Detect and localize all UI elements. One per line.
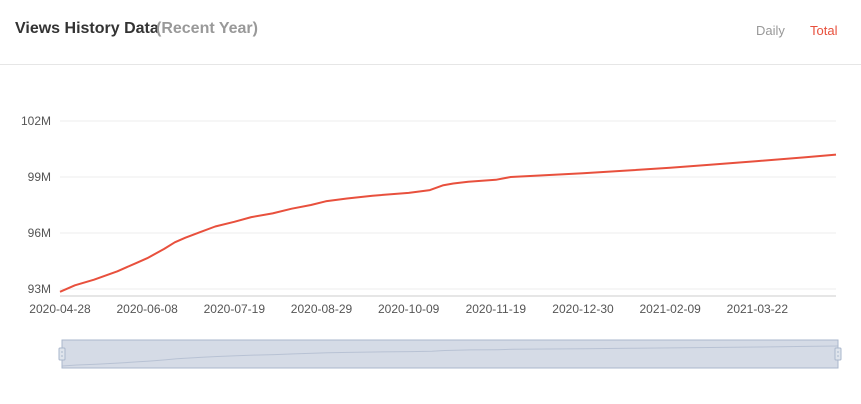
chart-subtitle: (Recent Year) (156, 20, 258, 37)
x-tick-label: 2020-11-19 (466, 302, 527, 316)
grid-lines (60, 120, 836, 290)
slider-handle-left[interactable] (58, 340, 66, 368)
y-axis-labels: 93M 96M 99M 102M (21, 114, 51, 296)
slider-grip[interactable] (58, 347, 66, 361)
views-total-line (59, 153, 837, 293)
x-tick-label: 2020-10-09 (378, 302, 440, 316)
slider-preview-line (61, 345, 839, 367)
chart-title: Views History Data (15, 20, 159, 37)
x-tick-label: 2020-06-08 (116, 302, 178, 316)
y-tick-label: 99M (28, 170, 51, 184)
x-tick-label: 2021-02-09 (639, 302, 701, 316)
tab-total[interactable]: Total (810, 23, 838, 38)
y-tick-label: 96M (28, 226, 51, 240)
slider-track (61, 339, 839, 369)
slider-handle-right[interactable] (834, 340, 842, 368)
x-tick-label: 2020-08-29 (291, 302, 353, 316)
y-tick-label: 102M (21, 114, 51, 128)
slider-grip[interactable] (834, 347, 842, 361)
x-tick-label: 2020-04-28 (29, 302, 91, 316)
x-tick-label: 2021-03-22 (727, 302, 789, 316)
x-tick-label: 2020-12-30 (552, 302, 614, 316)
data-zoom-slider[interactable] (58, 339, 842, 369)
y-tick-label: 93M (28, 282, 51, 296)
x-axis-labels: 2020-04-28 2020-06-08 2020-07-19 2020-08-29… (29, 302, 788, 316)
x-tick-label: 2020-07-19 (204, 302, 266, 316)
tab-daily[interactable]: Daily (756, 23, 785, 38)
chart-header: Views History Data (Recent Year) Daily T… (0, 0, 861, 65)
